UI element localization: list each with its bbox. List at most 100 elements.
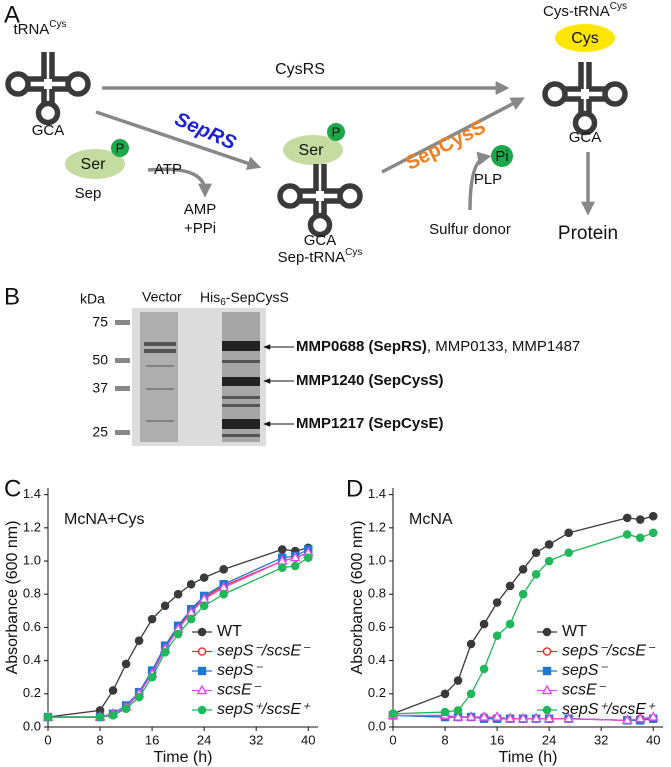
marker <box>479 619 489 629</box>
marker-size: 37 <box>92 380 108 396</box>
x-tick-label: 0 <box>44 732 51 747</box>
text: Cys <box>49 19 66 30</box>
x-tick-label: 0 <box>389 732 396 747</box>
marker <box>199 573 209 582</box>
legend-label: sepS⁻ <box>217 662 263 679</box>
marker <box>544 556 554 566</box>
legend-label: sepS⁻ <box>562 662 608 679</box>
legend-marker <box>196 684 208 695</box>
x-tick-label: 8 <box>96 732 103 747</box>
x-axis-title: Time (h) <box>499 749 558 766</box>
anticodon: GCA <box>304 232 337 249</box>
y-tick-label: 0.2 <box>368 685 386 700</box>
ser: Ser <box>299 142 325 159</box>
marker <box>43 712 53 722</box>
x-tick-label: 32 <box>594 732 608 747</box>
marker <box>453 706 463 715</box>
marker <box>564 528 573 538</box>
phosphate-label: P <box>332 124 341 139</box>
legend-label: sepS⁻/scsE⁻ <box>562 643 656 660</box>
legend-marker <box>197 647 207 656</box>
marker <box>219 589 228 599</box>
x-axis-title: Time (h) <box>154 749 213 766</box>
y-tick-label: 0.6 <box>368 619 386 634</box>
legend-marker <box>197 627 207 637</box>
marker <box>186 579 196 589</box>
legend-marker <box>197 666 207 676</box>
panel-label: D <box>346 475 363 502</box>
enzyme-label: CysRS <box>275 61 325 78</box>
marker <box>440 689 450 699</box>
atp: ATP <box>154 161 182 178</box>
text: Cys <box>610 1 627 12</box>
bands <box>144 312 260 442</box>
arrow <box>381 97 525 174</box>
text: Cys-tRNA <box>543 3 610 20</box>
y-tick-label: 0.8 <box>368 586 386 601</box>
marker <box>479 664 489 674</box>
marker <box>492 631 502 641</box>
marker <box>648 511 658 521</box>
marker <box>465 711 477 721</box>
cys: Cys <box>571 30 599 47</box>
y-axis-title: Absorbance (600 nm) <box>4 521 21 675</box>
cys-blob <box>555 24 615 52</box>
x-tick-label: 40 <box>646 732 660 747</box>
phosphate <box>327 123 345 141</box>
marker <box>453 676 463 685</box>
marker <box>518 565 528 574</box>
marker <box>647 711 659 721</box>
marker <box>134 636 144 645</box>
marker <box>622 530 632 539</box>
y-tick-label: 1.4 <box>23 486 41 501</box>
annotation: McNA+Cys <box>64 511 144 528</box>
ladder <box>115 320 130 435</box>
legend-marker <box>542 647 552 656</box>
marker <box>621 714 633 725</box>
panel-b: B kDa Vector His6-SepCysS 75 50 37 25 <box>4 283 580 446</box>
trna-label: Sep-tRNACys <box>278 247 363 266</box>
legend-label: scsE⁻ <box>562 682 607 699</box>
panel-label: B <box>4 283 20 310</box>
legend-label: sepS⁺/scsE⁺ <box>217 701 311 718</box>
plp: PLP <box>474 171 502 188</box>
sulfur-donor: Sulfur donor <box>429 221 511 238</box>
marker <box>440 707 450 717</box>
lane-label: Vector <box>142 289 182 305</box>
marker <box>108 711 118 720</box>
phosphate-label: P <box>116 140 125 155</box>
marker <box>186 614 196 624</box>
line-chart: C McNA+Cys 0.0 0.2 0.4 0.6 0.8 1.0 1.2 1.4 0 8 16 24 3… <box>4 475 318 766</box>
arrow <box>468 151 492 211</box>
marker <box>518 589 528 599</box>
marker <box>505 619 515 629</box>
marker <box>147 672 157 682</box>
trna-icon <box>280 164 360 235</box>
y-tick-label: 1.0 <box>23 552 41 567</box>
marker <box>108 686 118 695</box>
annotation: McNA <box>409 511 453 528</box>
marker <box>505 581 515 591</box>
marker <box>491 711 503 721</box>
x-tick-label: 16 <box>145 732 159 747</box>
x-tick-label: 16 <box>490 732 504 747</box>
product: Protein <box>558 223 618 244</box>
series-line <box>392 532 654 715</box>
marker <box>388 709 398 719</box>
series-line <box>392 515 654 715</box>
anticodon: GCA <box>32 122 65 139</box>
text: His <box>200 289 220 305</box>
text: Cys <box>345 247 362 258</box>
y-tick-label: 0.8 <box>23 586 41 601</box>
lane <box>140 312 178 442</box>
line-chart: D McNA 0.0 0.2 0.4 0.6 0.8 1.0 1.2 1.4 0 8 16 24 32 40 T… <box>346 475 663 766</box>
y-tick-label: 0.4 <box>368 652 386 667</box>
marker-size: 25 <box>92 424 108 440</box>
y-tick-label: 0.2 <box>23 685 41 700</box>
marker <box>147 614 157 624</box>
text: MMP0688 (SepRS) <box>296 338 427 355</box>
marker <box>219 565 228 574</box>
series-line <box>47 547 309 718</box>
x-tick-label: 40 <box>301 732 315 747</box>
